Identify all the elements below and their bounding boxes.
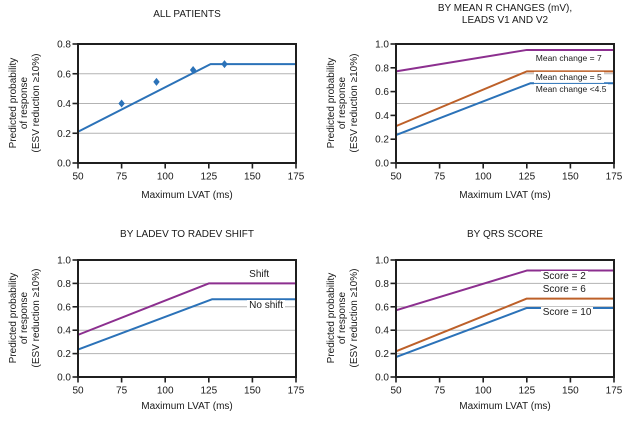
x-tick-label: 150 — [562, 172, 579, 183]
series-line-mean-change-7 — [395, 48, 614, 73]
x-tick-label: 150 — [562, 386, 579, 397]
y-tick-label: 0.0 — [57, 159, 71, 170]
x-tick-label: 100 — [157, 172, 174, 183]
chart-panel-all-patients: ALL PATIENTS Predicted probability of re… — [0, 0, 318, 211]
plot-frame — [395, 43, 615, 164]
y-tick-label: 0.8 — [375, 63, 389, 74]
x-tick-label: 175 — [288, 386, 305, 397]
data-point-marker — [189, 66, 197, 75]
chart-title: BY MEAN R CHANGES (mV), LEADS V1 AND V2 — [437, 2, 573, 27]
x-tick-label: 175 — [606, 172, 623, 183]
y-tick-label: 0.0 — [375, 159, 389, 170]
x-tick-label: 125 — [518, 386, 535, 397]
x-tick-label: 100 — [157, 386, 174, 397]
x-tick-label: 50 — [390, 172, 402, 183]
x-tick-label: 150 — [244, 172, 261, 183]
series-line-mean-change-4-5 — [395, 82, 614, 136]
x-tick-label: 125 — [200, 386, 217, 397]
x-axis-label: Maximum LVAT (ms) — [141, 190, 233, 201]
data-point-marker — [153, 77, 160, 86]
y-tick-label: 0.2 — [375, 135, 389, 146]
x-tick-label: 50 — [390, 386, 402, 397]
series-label-mean-change-4-5: Mean change <4.5 — [533, 84, 609, 95]
chart-title: BY LADEV TO RADEV SHIFT — [120, 228, 254, 240]
x-tick-label: 75 — [116, 386, 128, 397]
y-tick-label: 1.0 — [375, 40, 389, 51]
x-tick-label: 100 — [475, 386, 492, 397]
y-tick-label: 0.4 — [57, 326, 71, 337]
data-point-marker — [221, 60, 228, 69]
y-tick-label: 0.2 — [375, 349, 389, 360]
plot-area: 50 75 100 125 150 175 0.0 0.2 0.4 0.6 0.8 — [57, 40, 305, 183]
y-tick-label: 0.6 — [57, 69, 71, 80]
series-line-score-6 — [395, 297, 614, 353]
chart-panel-ladev-radev-shift: BY LADEV TO RADEV SHIFT Predicted probab… — [0, 211, 318, 423]
series-line-shift — [77, 282, 296, 336]
series-label-mean-change-5: Mean change = 5 — [533, 72, 604, 83]
plot-frame — [77, 259, 297, 378]
series-label-score-10: Score = 10 — [540, 307, 594, 320]
y-tick-label: 0.6 — [375, 87, 389, 98]
y-tick-label: 0.8 — [375, 279, 389, 290]
x-tick-label: 150 — [244, 386, 261, 397]
y-tick-label: 0.0 — [375, 373, 389, 384]
x-axis-label: Maximum LVAT (ms) — [459, 401, 551, 412]
x-tick-label: 50 — [72, 386, 84, 397]
plot-frame — [395, 259, 615, 378]
y-tick-label: 0.4 — [57, 99, 71, 110]
y-tick-label: 0.6 — [57, 302, 71, 313]
y-tick-label: 0.2 — [57, 129, 71, 140]
series-label-shift: Shift — [247, 268, 272, 281]
x-tick-label: 75 — [116, 172, 128, 183]
y-tick-label: 1.0 — [57, 256, 71, 267]
y-tick-label: 0.6 — [375, 302, 389, 313]
chart-panel-qrs-score: BY QRS SCORE Predicted probability of re… — [318, 211, 637, 423]
series-line-no-shift — [77, 298, 296, 351]
y-tick-label: 0.4 — [375, 111, 389, 122]
x-tick-label: 125 — [518, 172, 535, 183]
plot-area: 50 75 100 125 150 175 0.0 0.2 0.4 0.6 0.8 1.0 — [375, 40, 623, 183]
chart-panel-mean-r-changes: BY MEAN R CHANGES (mV), LEADS V1 AND V2 … — [318, 0, 637, 211]
y-tick-label: 1.0 — [375, 256, 389, 267]
series-label-no-shift: No shift — [247, 299, 286, 312]
series-label-score-2: Score = 2 — [540, 270, 588, 283]
plot-area: 50 75 100 125 150 175 0.0 0.2 0.4 0.6 0.8 1.0 — [375, 256, 623, 397]
x-axis-label: Maximum LVAT (ms) — [141, 401, 233, 412]
x-tick-label: 100 — [475, 172, 492, 183]
x-tick-label: 175 — [606, 386, 623, 397]
plot-frame — [77, 43, 297, 164]
series-label-mean-change-7: Mean change = 7 — [533, 53, 604, 64]
y-tick-label: 0.8 — [57, 40, 71, 51]
x-tick-label: 50 — [72, 172, 84, 183]
plot-area: 50 75 100 125 150 175 0.0 0.2 0.4 0.6 0.8 1.0 — [57, 256, 305, 397]
data-point-marker — [118, 99, 125, 108]
x-tick-label: 75 — [434, 172, 446, 183]
y-tick-label: 0.4 — [375, 326, 389, 337]
series-label-score-6: Score = 6 — [540, 284, 588, 297]
x-tick-label: 75 — [434, 386, 446, 397]
chart-title: BY QRS SCORE — [467, 228, 543, 240]
x-tick-label: 175 — [288, 172, 305, 183]
y-tick-label: 0.2 — [57, 349, 71, 360]
y-tick-label: 0.0 — [57, 373, 71, 384]
series-line-mean-change-5 — [395, 70, 614, 128]
x-tick-label: 125 — [200, 172, 217, 183]
y-tick-label: 0.8 — [57, 279, 71, 290]
series-line-all-patients-predicted — [77, 63, 296, 133]
series-line-score-2 — [395, 269, 614, 312]
x-axis-label: Maximum LVAT (ms) — [459, 190, 551, 201]
chart-title: ALL PATIENTS — [153, 8, 221, 20]
